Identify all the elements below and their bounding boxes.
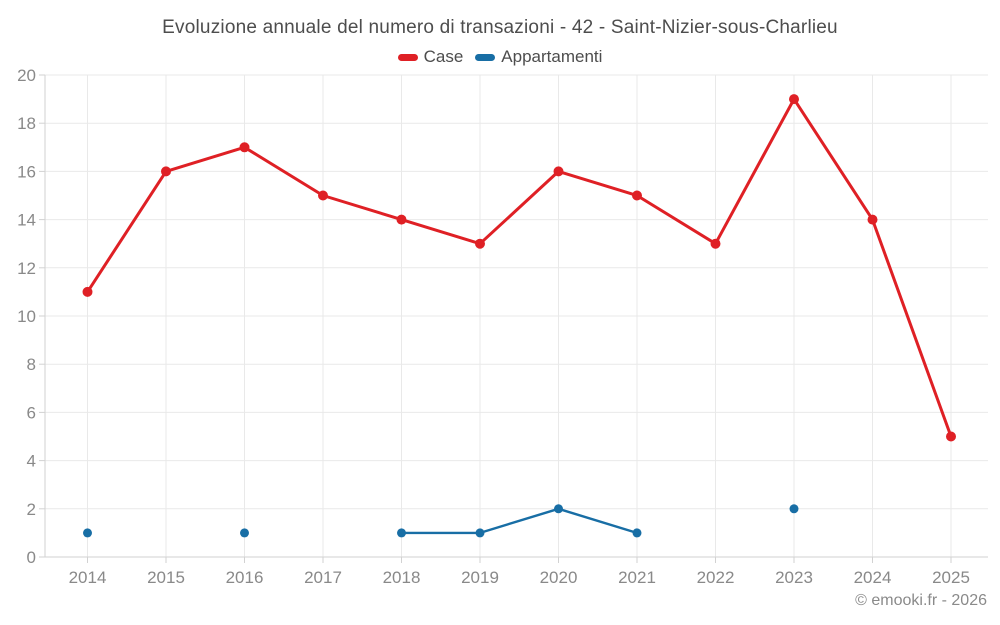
legend-swatch-case: [397, 53, 418, 61]
series-line-case: [86, 97, 953, 438]
y-axis-tick-label: 14: [17, 211, 36, 230]
y-axis-tick-label: 18: [17, 114, 36, 133]
legend-label-case: Case: [423, 47, 464, 66]
data-point-case[interactable]: [161, 166, 171, 177]
y-axis-tick-label: 4: [27, 452, 36, 471]
x-axis-tick-label: 2021: [618, 568, 656, 587]
y-axis-tick-label: 6: [27, 403, 36, 422]
data-point-appartamenti[interactable]: [554, 504, 563, 514]
legend-item-appartamenti[interactable]: Appartamenti: [475, 47, 602, 67]
x-axis-tick-label: 2024: [854, 568, 892, 587]
data-point-appartamenti[interactable]: [397, 528, 406, 538]
x-axis-tick-label: 2022: [697, 568, 735, 587]
x-axis-tick-label: 2016: [226, 568, 264, 587]
data-point-case[interactable]: [946, 431, 956, 442]
x-axis-tick-label: 2017: [304, 568, 342, 587]
y-axis-tick-label: 20: [17, 66, 36, 85]
data-point-appartamenti[interactable]: [240, 528, 249, 538]
data-point-case[interactable]: [553, 166, 564, 177]
data-point-case[interactable]: [632, 190, 642, 201]
y-axis-tick-label: 10: [17, 307, 36, 326]
data-point-appartamenti[interactable]: [83, 528, 92, 538]
legend-label-appartamenti: Appartamenti: [501, 47, 603, 66]
data-point-case[interactable]: [318, 190, 328, 201]
x-axis-tick-label: 2025: [932, 568, 970, 587]
y-axis-tick-label: 2: [27, 500, 36, 519]
y-axis-tick-label: 8: [27, 355, 36, 374]
legend-swatch-appartamenti: [475, 53, 496, 61]
y-axis-tick-label: 0: [27, 548, 36, 567]
data-point-case[interactable]: [239, 142, 250, 153]
data-point-appartamenti[interactable]: [632, 528, 642, 538]
x-axis-tick-label: 2015: [147, 568, 185, 587]
legend-item-case[interactable]: Case: [397, 47, 464, 67]
data-point-case[interactable]: [867, 214, 878, 225]
series-line-appartamenti: [400, 507, 639, 535]
x-axis-tick-label: 2023: [775, 568, 813, 587]
x-axis-tick-label: 2018: [383, 568, 421, 587]
x-axis-tick-label: 2019: [461, 568, 499, 587]
chart-legend: Case Appartamenti: [0, 46, 1000, 68]
x-axis-tick-label: 2020: [540, 568, 578, 587]
x-axis-tick-label: 2014: [69, 568, 107, 587]
data-point-case[interactable]: [789, 94, 799, 105]
data-point-appartamenti[interactable]: [789, 504, 799, 514]
y-axis-tick-label: 16: [17, 162, 36, 181]
data-point-case[interactable]: [710, 238, 721, 249]
y-axis-tick-label: 12: [17, 259, 36, 278]
data-point-case[interactable]: [82, 286, 93, 297]
data-point-case[interactable]: [396, 214, 407, 225]
data-point-case[interactable]: [475, 238, 485, 249]
chart-title: Evoluzione annuale del numero di transaz…: [162, 17, 838, 38]
copyright-notice: © emooki.fr - 2026: [855, 592, 987, 609]
data-point-appartamenti[interactable]: [475, 528, 485, 538]
